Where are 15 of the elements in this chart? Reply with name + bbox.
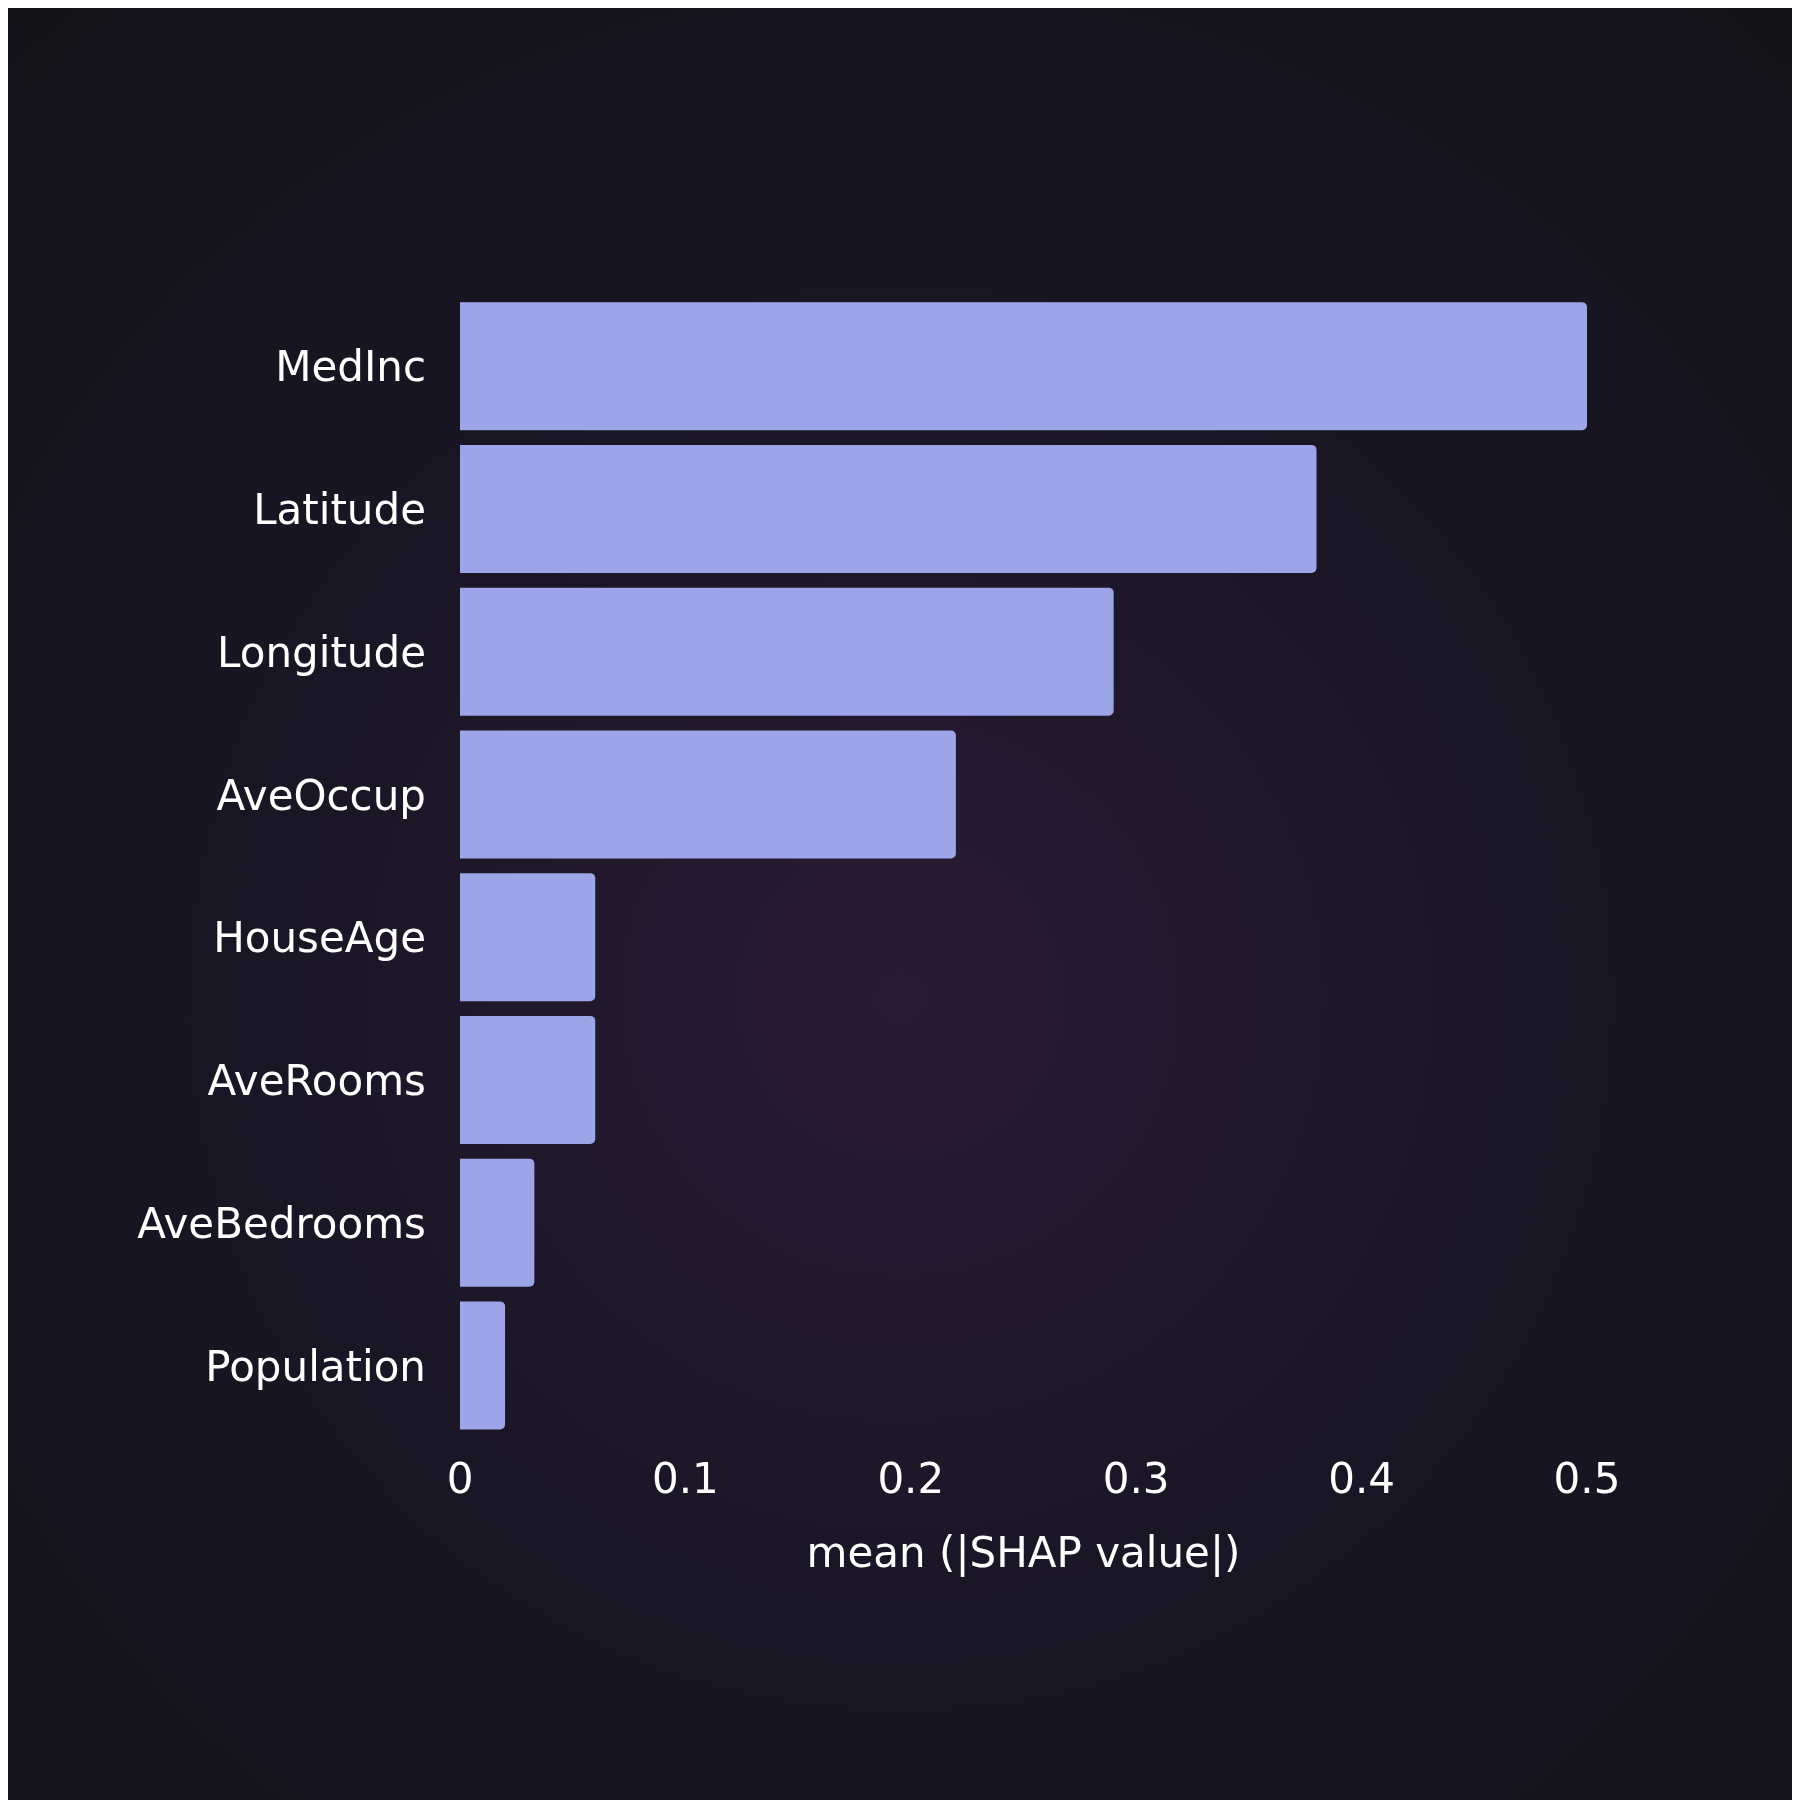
x-tick-label: 0.4 xyxy=(1328,1453,1395,1503)
y-tick-label: Population xyxy=(205,1341,426,1391)
x-tick-label: 0 xyxy=(446,1453,474,1503)
y-tick-label: AveOccup xyxy=(216,770,426,820)
x-axis-title: mean (|SHAP value|) xyxy=(806,1528,1241,1577)
y-tick-label: MedInc xyxy=(275,342,426,392)
y-tick-label: Longitude xyxy=(217,627,426,677)
y-tick-label: AveRooms xyxy=(207,1056,426,1106)
x-tick-label: 0.3 xyxy=(1102,1453,1170,1503)
x-tick-label: 0.1 xyxy=(652,1453,719,1503)
y-tick-label: HouseAge xyxy=(213,913,426,963)
y-tick-label: Latitude xyxy=(253,485,426,535)
x-tick-label: 0.5 xyxy=(1553,1453,1621,1503)
x-tick-label: 0.2 xyxy=(877,1453,945,1503)
y-tick-label: AveBedrooms xyxy=(137,1198,426,1248)
